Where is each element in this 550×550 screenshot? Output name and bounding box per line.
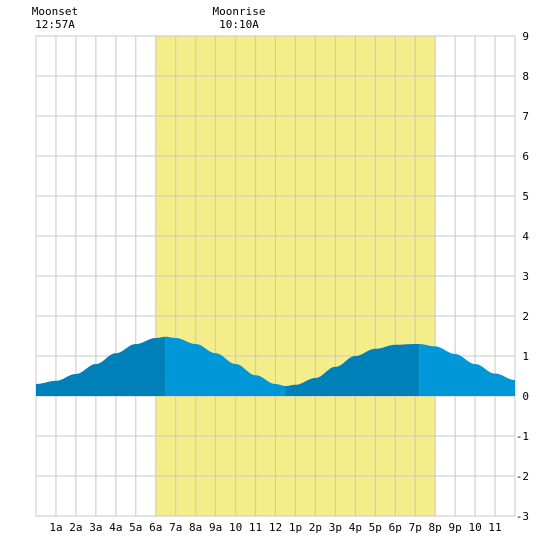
x-tick-label: 11 — [488, 521, 501, 534]
y-tick-label: -3 — [516, 510, 529, 523]
y-tick-label: 0 — [522, 390, 529, 403]
y-tick-label: 7 — [522, 110, 529, 123]
y-tick-label: 6 — [522, 150, 529, 163]
x-tick-label: 2a — [69, 521, 82, 534]
y-tick-label: 4 — [522, 230, 529, 243]
x-tick-label: 9a — [209, 521, 222, 534]
tide-area-rising — [36, 336, 166, 396]
tide-area-falling — [165, 336, 286, 396]
x-tick-label: 9p — [449, 521, 462, 534]
x-tick-label: 8a — [189, 521, 202, 534]
x-tick-label: 6a — [149, 521, 162, 534]
x-tick-label: 3a — [89, 521, 102, 534]
x-tick-label: 11 — [249, 521, 262, 534]
x-tick-label: 4a — [109, 521, 122, 534]
tide-area-falling — [419, 344, 515, 396]
x-tick-label: 1a — [49, 521, 62, 534]
x-tick-label: 5a — [129, 521, 142, 534]
x-tick-label: 4p — [349, 521, 362, 534]
x-tick-label: 10 — [468, 521, 481, 534]
y-tick-label: 1 — [522, 350, 529, 363]
y-tick-label: 8 — [522, 70, 529, 83]
y-tick-label: 5 — [522, 190, 529, 203]
y-tick-label: 9 — [522, 30, 529, 43]
x-tick-label: 1p — [289, 521, 302, 534]
x-tick-label: 5p — [369, 521, 382, 534]
x-tick-label: 12 — [269, 521, 282, 534]
y-tick-label: -1 — [516, 430, 529, 443]
x-tick-label: 2p — [309, 521, 322, 534]
x-tick-label: 7a — [169, 521, 182, 534]
annotation-title-1: Moonrise — [212, 5, 265, 18]
x-tick-label: 6p — [389, 521, 402, 534]
x-tick-label: 7p — [409, 521, 422, 534]
y-tick-label: 2 — [522, 310, 529, 323]
x-tick-label: 3p — [329, 521, 342, 534]
annotation-time-1: 10:10A — [219, 18, 259, 31]
x-tick-label: 8p — [429, 521, 442, 534]
y-tick-label: -2 — [516, 470, 529, 483]
annotation-title-0: Moonset — [32, 5, 78, 18]
tide-area-rising — [285, 344, 420, 396]
x-tick-label: 10 — [229, 521, 242, 534]
annotation-time-0: 12:57A — [35, 18, 75, 31]
y-tick-label: 3 — [522, 270, 529, 283]
